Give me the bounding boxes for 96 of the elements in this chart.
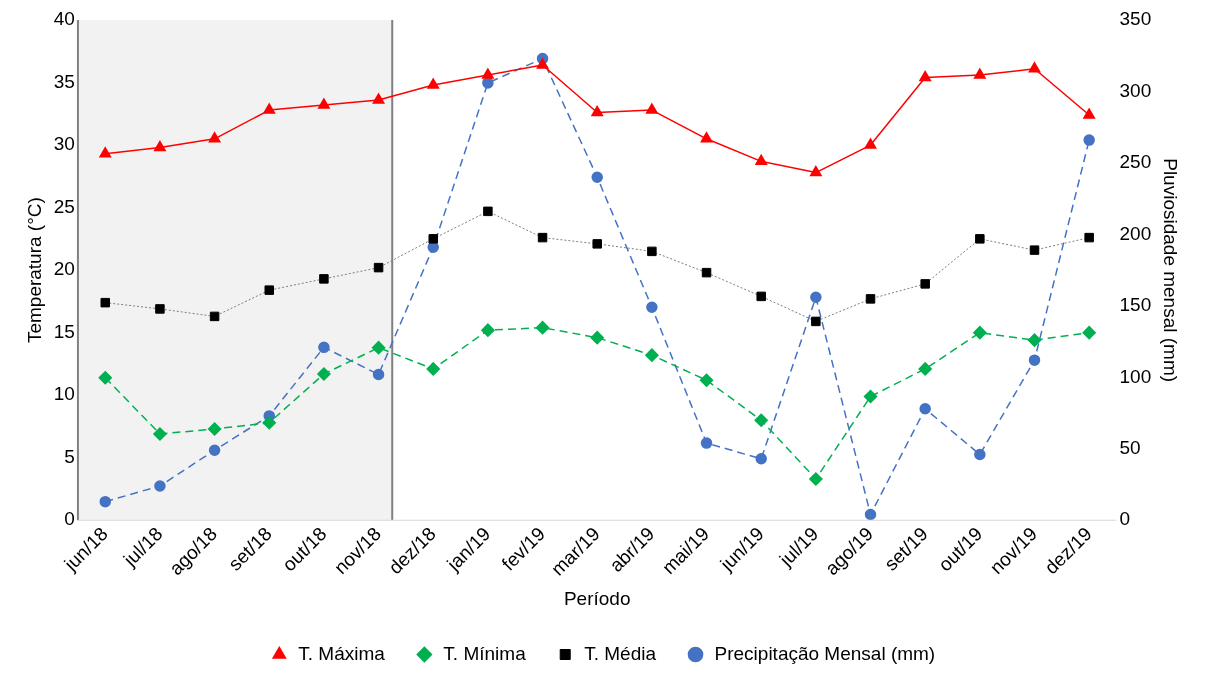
point — [590, 330, 604, 345]
point — [154, 480, 166, 492]
legend-label: T. Máxima — [298, 642, 386, 664]
point — [646, 301, 658, 314]
point — [481, 68, 494, 79]
point — [372, 93, 385, 104]
point — [811, 316, 821, 327]
point — [592, 239, 602, 249]
point — [974, 448, 986, 461]
point — [919, 403, 931, 415]
point — [208, 132, 221, 143]
point — [647, 246, 657, 257]
point — [865, 294, 876, 304]
y2-tick-label: 0 — [1119, 508, 1131, 530]
point — [1084, 232, 1094, 243]
y2-tick-label: 150 — [1119, 294, 1152, 316]
point — [1029, 245, 1040, 255]
y2-tick-label: 200 — [1119, 222, 1152, 244]
point — [1082, 325, 1096, 340]
point — [919, 70, 932, 82]
y2-tick-label: 350 — [1119, 8, 1152, 30]
point — [155, 304, 165, 314]
point — [535, 320, 550, 335]
y-tick-label: 30 — [53, 133, 75, 155]
point — [645, 348, 659, 362]
point — [700, 132, 713, 143]
point — [973, 68, 986, 79]
point — [264, 285, 274, 295]
point — [810, 291, 822, 304]
point — [208, 444, 221, 456]
x-axis-title: Período — [563, 587, 631, 609]
point — [209, 311, 220, 322]
point — [1083, 134, 1095, 146]
point — [537, 232, 548, 243]
point — [591, 171, 603, 183]
point — [98, 370, 113, 385]
legend-label: Precipitação Mensal (mm) — [714, 642, 936, 664]
y-tick-label: 35 — [53, 70, 75, 92]
y2-tick-label: 250 — [1119, 151, 1152, 173]
point — [428, 234, 438, 244]
point — [317, 367, 331, 381]
point — [756, 291, 766, 302]
point — [863, 389, 878, 404]
legend-label: T. Média — [584, 642, 657, 664]
point — [99, 147, 112, 158]
point — [99, 495, 112, 508]
y-tick-label: 15 — [53, 320, 75, 342]
point — [1028, 62, 1041, 73]
y2-tick-label: 100 — [1119, 365, 1152, 387]
point — [426, 362, 440, 376]
point — [536, 58, 549, 69]
point — [318, 341, 330, 354]
point — [153, 427, 167, 441]
legend-label: T. Mínima — [443, 642, 527, 664]
point — [809, 472, 823, 486]
y-tick-label: 10 — [53, 383, 75, 405]
point — [754, 413, 768, 427]
y-tick-label: 20 — [53, 258, 75, 280]
point — [372, 368, 385, 381]
y2-tick-label: 50 — [1119, 437, 1141, 459]
point — [1083, 108, 1096, 119]
y-tick-label: 5 — [64, 445, 75, 467]
point — [153, 140, 166, 152]
y-tick-label: 0 — [64, 508, 75, 530]
point — [755, 154, 768, 166]
y2-tick-label: 300 — [1119, 79, 1152, 101]
point — [427, 78, 440, 89]
y-tick-label: 25 — [53, 195, 75, 217]
point — [699, 373, 714, 387]
point — [207, 422, 222, 436]
point — [481, 323, 495, 337]
point — [317, 98, 330, 109]
point — [864, 138, 877, 149]
point — [701, 267, 712, 278]
point — [864, 508, 877, 521]
point — [100, 297, 111, 308]
point — [1027, 333, 1042, 347]
point — [262, 415, 276, 430]
y-tick-label: 40 — [53, 8, 75, 30]
point — [319, 274, 329, 284]
point — [1028, 354, 1041, 366]
point — [918, 362, 932, 376]
point — [263, 103, 276, 114]
point — [373, 262, 384, 273]
point — [973, 325, 987, 340]
y-axis-title: Temperatura (°C) — [23, 197, 45, 344]
y2-axis-title: Pluviosidade mensal (mm) — [1160, 158, 1182, 383]
point — [700, 437, 713, 449]
point — [755, 453, 767, 465]
point — [920, 279, 930, 289]
point — [645, 103, 658, 114]
point — [975, 234, 985, 244]
point — [809, 165, 822, 177]
point — [371, 340, 386, 355]
point — [483, 206, 493, 217]
point — [591, 105, 604, 117]
